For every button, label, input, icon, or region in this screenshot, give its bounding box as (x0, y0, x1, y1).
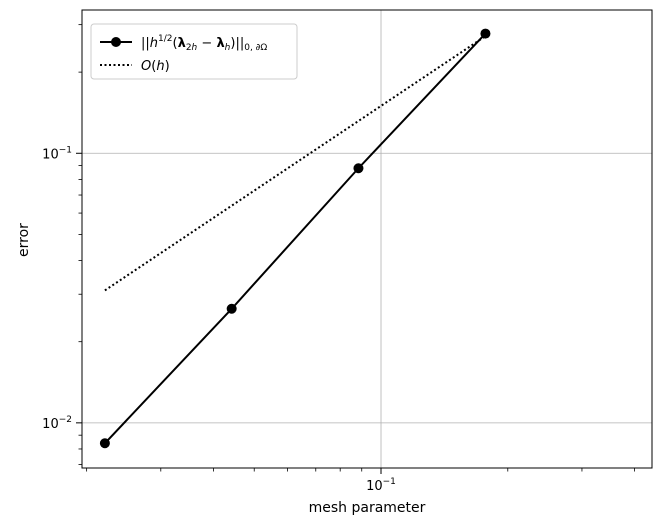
grid (82, 10, 652, 468)
plot-frame (81, 9, 653, 469)
data-point (226, 303, 237, 314)
x-axis-label: mesh parameter (309, 500, 426, 516)
y-tick-label: 10−1 (42, 145, 72, 162)
data-point (99, 438, 110, 449)
legend-label-error: ||h1/2(λ2h − λh)||0, ∂Ω (141, 34, 267, 53)
y-tick-label: 10−2 (42, 415, 72, 432)
legend-label-oh: O(h) (141, 59, 170, 74)
x-tick-label: 10−1 (366, 477, 396, 494)
legend: ||h1/2(λ2h − λh)||0, ∂Ω O(h) (90, 23, 298, 80)
legend-box (90, 23, 298, 80)
data-point (480, 28, 491, 39)
series-layer (99, 28, 491, 449)
y-axis-label: error (16, 223, 32, 257)
ticks-layer: 10−1 10−2 10−1 (42, 24, 635, 494)
series-line-1 (104, 32, 487, 444)
legend-marker-error (111, 37, 121, 47)
data-point (353, 163, 364, 174)
